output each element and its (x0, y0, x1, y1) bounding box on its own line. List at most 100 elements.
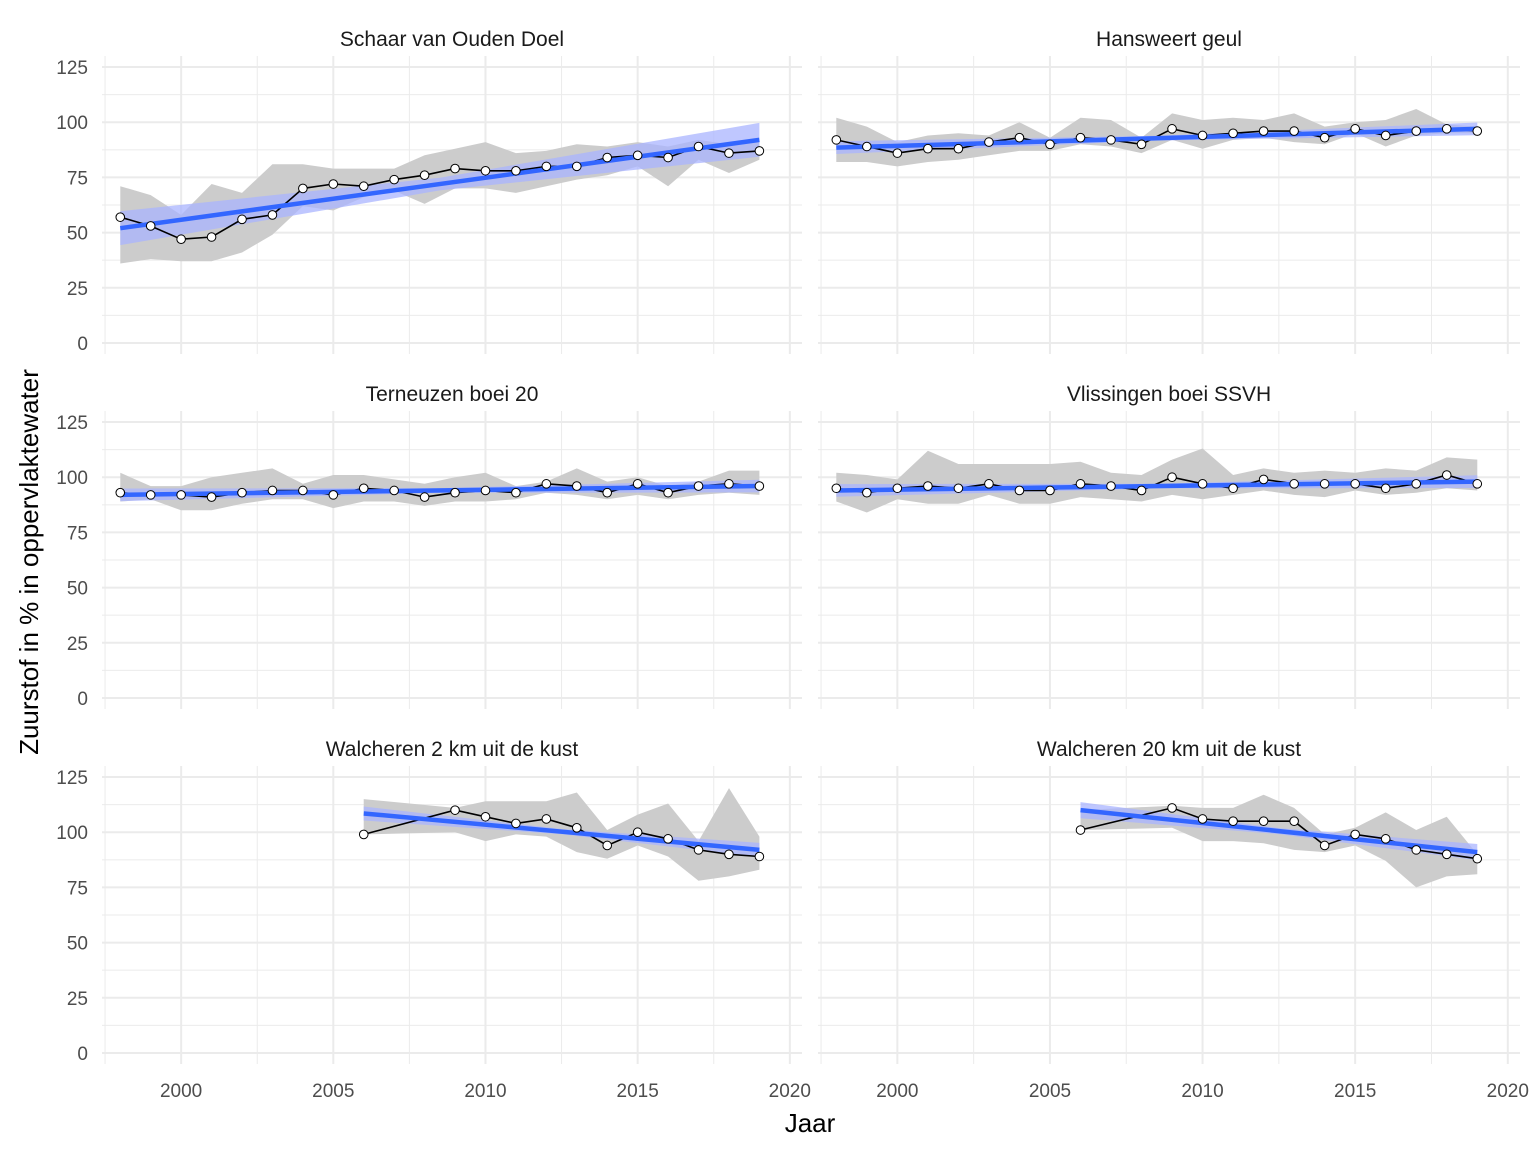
data-point (1441, 124, 1452, 134)
data-point (754, 481, 765, 491)
y-tick-label: 100 (56, 468, 88, 489)
data-point (1319, 840, 1330, 851)
data-point (923, 143, 933, 154)
data-point (1472, 126, 1483, 136)
data-point (892, 483, 903, 494)
data-point (511, 818, 521, 829)
data-point (541, 161, 552, 172)
data-point (298, 183, 308, 194)
data-point (1197, 814, 1208, 824)
data-point (480, 165, 491, 176)
panel-title: Walcheren 20 km uit de kust (1037, 738, 1301, 761)
data-point (1075, 479, 1086, 489)
y-tick-label: 50 (67, 934, 88, 955)
data-point (115, 212, 126, 222)
data-point (1106, 135, 1116, 145)
data-point (1136, 485, 1147, 496)
range-band (836, 448, 1478, 513)
panel: Schaar van Ouden Doel (102, 28, 802, 354)
data-point (724, 479, 734, 489)
x-axis-ticks: 2000 2005 2010 2015 2020 2000 2005 2010 2015 2020 (160, 1081, 1529, 1102)
data-point (419, 170, 430, 180)
data-point (267, 210, 278, 220)
data-point (602, 152, 613, 163)
data-point (511, 165, 521, 176)
data-point (480, 485, 491, 496)
data-point (1411, 479, 1422, 489)
data-point (237, 487, 247, 498)
x-tick-label: 2010 (1181, 1081, 1223, 1102)
data-point (663, 834, 673, 844)
data-point (1228, 816, 1238, 826)
data-point (754, 146, 765, 156)
data-point (663, 487, 673, 498)
y-axis-ticks: 0 25 50 75 100 125 0 25 50 75 100 125 0 25 50 75 100 125 (56, 58, 88, 1065)
data-point (1045, 139, 1055, 150)
y-tick-label: 25 (67, 989, 88, 1010)
data-point (1350, 479, 1360, 489)
panel-title: Hansweert geul (1096, 28, 1242, 51)
trend-line (363, 811, 760, 853)
y-tick-label: 50 (67, 224, 88, 245)
data-point (693, 141, 704, 152)
data-point (693, 481, 704, 491)
data-point (267, 485, 278, 496)
data-point (923, 481, 933, 491)
data-point (571, 823, 582, 833)
data-point (724, 849, 734, 860)
data-point (450, 805, 460, 815)
panel: Walcheren 20 km uit de kust (818, 738, 1520, 1064)
data-point (724, 148, 734, 158)
data-point (1228, 483, 1238, 494)
data-point (1380, 483, 1391, 494)
y-tick-label: 125 (56, 58, 88, 79)
data-point (1350, 829, 1360, 840)
data-point (1258, 126, 1269, 136)
data-point (1014, 132, 1025, 143)
data-point (176, 490, 186, 500)
data-point (511, 487, 521, 498)
data-point (953, 143, 964, 154)
y-tick-label: 75 (67, 168, 88, 189)
data-point (1167, 124, 1177, 134)
data-point (1197, 479, 1208, 489)
data-point (1289, 479, 1299, 489)
data-point (571, 161, 582, 172)
y-tick-label: 25 (67, 279, 88, 300)
data-point (1258, 816, 1269, 826)
data-point (328, 179, 339, 189)
x-tick-label: 2020 (1487, 1081, 1529, 1102)
panel-title: Terneuzen boei 20 (366, 383, 539, 406)
data-point (358, 829, 369, 840)
data-point (1411, 845, 1422, 855)
data-point (1167, 803, 1177, 813)
y-tick-label: 125 (56, 768, 88, 789)
data-point (1411, 126, 1422, 136)
panel-title: Schaar van Ouden Doel (340, 28, 564, 51)
y-tick-label: 50 (67, 579, 88, 600)
y-tick-label: 100 (56, 823, 88, 844)
data-point (145, 490, 156, 500)
data-point (984, 479, 994, 489)
data-point (419, 492, 430, 502)
data-point (663, 152, 673, 163)
panel-title: Vlissingen boei SSVH (1067, 383, 1271, 406)
y-tick-label: 0 (77, 1044, 88, 1065)
data-point (1472, 853, 1483, 864)
data-point (115, 487, 126, 498)
data-point (1441, 849, 1452, 860)
data-point (632, 827, 643, 838)
data-point (1106, 481, 1116, 491)
data-point (602, 840, 613, 851)
x-tick-label: 2000 (160, 1081, 202, 1102)
data-point (145, 221, 156, 231)
trend-line (120, 483, 760, 498)
panel: Vlissingen boei SSVH (818, 383, 1520, 709)
data-point (953, 483, 964, 494)
data-point (1472, 479, 1483, 489)
data-point (176, 234, 186, 245)
data-point (1014, 485, 1025, 496)
panel: Walcheren 2 km uit de kust (102, 738, 802, 1064)
data-point (1289, 126, 1299, 136)
